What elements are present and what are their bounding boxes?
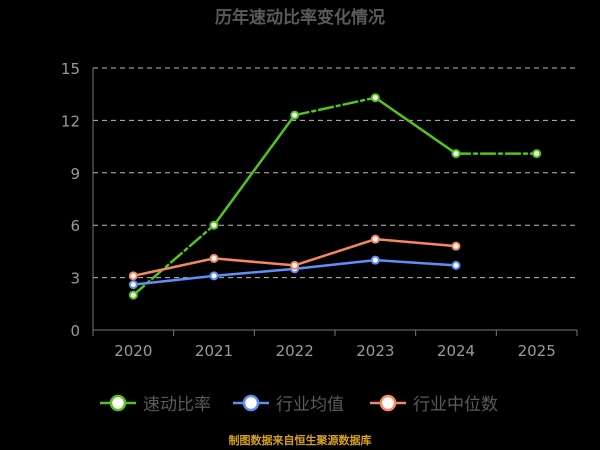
x-tick-label: 2020 bbox=[114, 342, 152, 360]
series-line-segment bbox=[212, 113, 296, 227]
data-point[interactable] bbox=[209, 220, 219, 230]
source-note: 制图数据来自恒生聚源数据库 bbox=[229, 433, 372, 447]
series-line-segment bbox=[374, 258, 458, 267]
x-tick-label: 2022 bbox=[276, 342, 314, 360]
legend-label: 速动比率 bbox=[143, 395, 211, 415]
series-line-segment bbox=[374, 237, 458, 248]
series-行业均值 bbox=[128, 255, 461, 290]
data-point[interactable] bbox=[451, 149, 461, 159]
legend-label: 行业均值 bbox=[276, 395, 344, 415]
series bbox=[128, 93, 542, 300]
series-line-segment bbox=[132, 274, 216, 286]
y-tick-label: 3 bbox=[70, 270, 80, 288]
series-line-segment bbox=[293, 258, 377, 271]
y-tick-label: 9 bbox=[70, 165, 80, 183]
series-line-segment bbox=[212, 257, 296, 267]
legend-label: 行业中位数 bbox=[413, 395, 498, 415]
series-line-segment bbox=[374, 96, 458, 155]
y-tick-label: 12 bbox=[61, 112, 80, 130]
data-point[interactable] bbox=[451, 241, 461, 251]
data-point[interactable] bbox=[370, 255, 380, 265]
chart-title: 历年速动比率变化情况 bbox=[215, 7, 385, 28]
data-point[interactable] bbox=[290, 110, 300, 120]
legend-item[interactable]: 行业中位数 bbox=[370, 394, 498, 415]
legend-marker bbox=[379, 394, 397, 412]
legend-item[interactable]: 行业均值 bbox=[233, 394, 344, 415]
data-point[interactable] bbox=[128, 290, 138, 300]
x-tick-label: 2023 bbox=[356, 342, 394, 360]
legend[interactable]: 速动比率 行业均值 行业中位数 bbox=[100, 394, 498, 415]
series-line-segment bbox=[293, 237, 377, 267]
y-tick-label: 15 bbox=[61, 60, 80, 78]
series-line-segment bbox=[293, 96, 377, 117]
data-point[interactable] bbox=[209, 271, 219, 281]
x-tick-label: 2021 bbox=[195, 342, 233, 360]
y-tick-label: 6 bbox=[70, 217, 80, 235]
legend-marker bbox=[109, 394, 127, 412]
data-point[interactable] bbox=[370, 93, 380, 103]
data-point[interactable] bbox=[290, 260, 300, 270]
series-行业中位数 bbox=[128, 234, 461, 281]
legend-marker bbox=[242, 394, 260, 412]
series-line-segment bbox=[132, 257, 216, 278]
x-tick-label: 2024 bbox=[437, 342, 475, 360]
axes: 0 3 6 9 12 15 2020 2021 2022 2023 2024 2025 bbox=[61, 60, 578, 360]
series-line-segment bbox=[212, 267, 296, 278]
x-tick-label: 2025 bbox=[518, 342, 556, 360]
y-tick-label: 0 bbox=[70, 322, 80, 340]
data-point[interactable] bbox=[209, 253, 219, 263]
data-point[interactable] bbox=[451, 260, 461, 270]
data-point[interactable] bbox=[370, 234, 380, 244]
data-point[interactable] bbox=[128, 271, 138, 281]
legend-item[interactable]: 速动比率 bbox=[100, 394, 211, 415]
data-point[interactable] bbox=[128, 280, 138, 290]
data-point[interactable] bbox=[532, 149, 542, 159]
